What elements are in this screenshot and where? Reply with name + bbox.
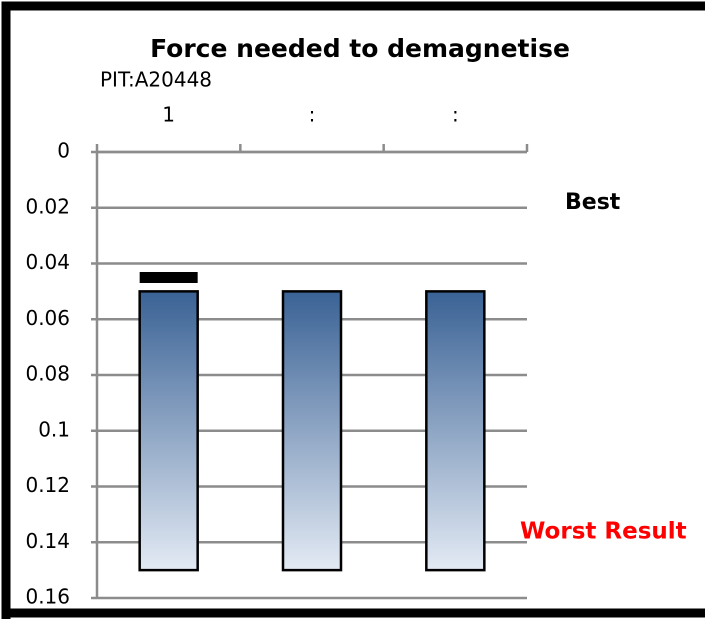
y-tick-label: 0.06	[25, 306, 70, 330]
y-tick-label: 0.12	[25, 473, 70, 497]
y-tick-label: 0.1	[38, 417, 70, 441]
y-tick-label: 0.02	[25, 194, 70, 218]
x-tick-label: :	[309, 103, 316, 127]
y-tick-label: 0	[57, 139, 70, 163]
annotation-worst: Worst Result	[520, 519, 687, 545]
bar	[425, 290, 486, 572]
bar	[138, 290, 199, 572]
y-tick-label: 0.14	[25, 529, 70, 553]
x-tick-label: :	[452, 103, 459, 127]
chart-subtitle: PIT:A20448	[100, 68, 212, 92]
bar	[281, 290, 343, 572]
y-tick-label: 0.08	[25, 362, 70, 386]
y-tick-label: 0.04	[25, 250, 70, 274]
y-tick-label: 0.16	[25, 585, 70, 609]
x-tick-label: 1	[162, 103, 175, 127]
annotation-best: Best	[565, 190, 621, 215]
chart-title: Force needed to demagnetise	[150, 34, 570, 63]
